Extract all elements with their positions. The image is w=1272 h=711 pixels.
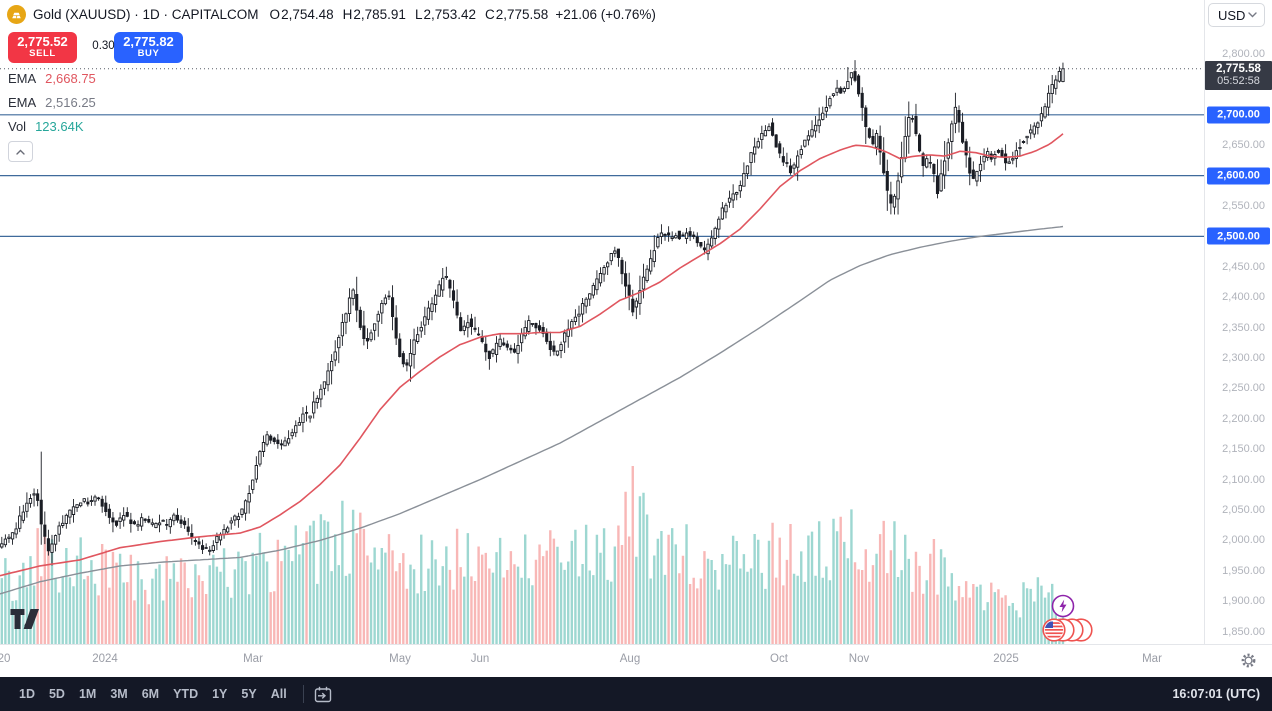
indicator-label: Vol xyxy=(8,119,27,134)
high-label: H xyxy=(342,7,353,22)
buy-button[interactable]: 2,775.82 BUY xyxy=(114,32,183,63)
range-button-3m[interactable]: 3M xyxy=(110,687,128,701)
price-axis-label: 1,950.00 xyxy=(1222,564,1265,577)
up-candles xyxy=(0,68,1065,553)
go-to-date-button[interactable] xyxy=(313,685,333,704)
symbol-title[interactable]: Gold (XAUUSD) · 1D · CAPITALCOM xyxy=(33,7,259,22)
candle-countdown: 05:52:58 xyxy=(1217,75,1260,87)
time-axis-label: Mar xyxy=(243,653,263,665)
current-price-value: 2,775.58 xyxy=(1216,63,1261,75)
high-value: 2,785.91 xyxy=(353,7,406,22)
date-range-buttons: 1D 5D 1M 3M 6M YTD 1Y 5Y All xyxy=(12,683,294,705)
event-lightning-icon[interactable] xyxy=(1051,594,1075,623)
legend-collapse-button[interactable] xyxy=(8,141,33,162)
candle-wicks xyxy=(1,60,1064,566)
range-button-all[interactable]: All xyxy=(270,687,287,701)
price-axis-label: 2,000.00 xyxy=(1222,534,1265,547)
range-button-5y[interactable]: 5Y xyxy=(241,687,257,701)
range-button-1m[interactable]: 1M xyxy=(78,687,97,701)
indicator-ema-fast[interactable]: EMA 2,668.75 xyxy=(8,71,96,86)
time-axis-label: Jun xyxy=(470,653,490,665)
ohlc-values: O 2,754.48 H 2,785.91 L 2,753.42 C 2,775.58 xyxy=(270,7,549,22)
sell-label: SELL xyxy=(29,48,56,60)
chevron-up-icon xyxy=(16,149,25,155)
time-axis-label: May xyxy=(389,653,411,665)
range-button-ytd[interactable]: YTD xyxy=(173,687,199,701)
sell-button[interactable]: 2,775.52 SELL xyxy=(8,32,77,63)
down-candles xyxy=(36,71,1008,552)
currency-selector[interactable]: USD xyxy=(1208,3,1265,27)
low-label: L xyxy=(414,7,423,22)
ema-fast-line[interactable] xyxy=(0,133,1064,577)
indicator-ema-slow[interactable]: EMA 2,516.25 xyxy=(8,95,96,110)
buy-label: BUY xyxy=(137,48,160,60)
price-axis-label: 2,650.00 xyxy=(1222,139,1265,152)
server-clock[interactable]: 16:07:01 (UTC) xyxy=(1172,687,1260,701)
price-level-label[interactable]: 2,500.00 xyxy=(1207,227,1270,245)
spread-value: 0.30 xyxy=(92,40,115,52)
range-button-6m[interactable]: 6M xyxy=(141,687,160,701)
toolbar-divider xyxy=(302,685,304,703)
sell-price: 2,775.52 xyxy=(17,34,68,50)
price-axis-label: 1,850.00 xyxy=(1222,625,1265,638)
calendar-icon xyxy=(314,686,331,702)
bottom-toolbar: 1D 5D 1M 3M 6M YTD 1Y 5Y All 16:07:01 (UTC) xyxy=(0,677,1272,711)
range-button-5d[interactable]: 5D xyxy=(48,687,65,701)
range-button-1d[interactable]: 1D xyxy=(19,687,35,701)
price-axis-label: 2,200.00 xyxy=(1222,412,1265,425)
close-value: 2,775.58 xyxy=(495,7,549,22)
price-axis-label: 2,550.00 xyxy=(1222,200,1265,212)
price-axis-label: 2,150.00 xyxy=(1222,443,1265,456)
low-value: 2,753.42 xyxy=(423,7,477,22)
price-axis-label: 2,800.00 xyxy=(1222,48,1265,60)
buy-price: 2,775.82 xyxy=(123,34,174,50)
price-chart-canvas[interactable] xyxy=(0,0,1205,645)
time-axis-label: 2024 xyxy=(92,653,118,665)
change-value: +21.06 (+0.76%) xyxy=(555,7,656,22)
price-axis-label: 2,400.00 xyxy=(1222,291,1265,304)
currency-value: USD xyxy=(1218,7,1246,23)
time-axis[interactable]: 20 2024 Mar May Jun Aug Oct Nov 2025 Mar xyxy=(0,644,1272,677)
price-axis-label: 2,450.00 xyxy=(1222,260,1265,273)
indicator-label: EMA xyxy=(8,95,37,110)
time-axis-label: 2025 xyxy=(993,653,1019,665)
gold-coin-icon xyxy=(7,5,26,24)
price-level-label[interactable]: 2,700.00 xyxy=(1207,106,1270,124)
close-label: C xyxy=(485,7,495,22)
time-axis-label: Nov xyxy=(848,653,870,665)
chevron-down-icon xyxy=(1248,12,1257,18)
price-axis[interactable]: 2,775.58 05:52:58 2,800.00 2,700.00 2,650.… xyxy=(1204,0,1272,645)
price-axis-label: 2,300.00 xyxy=(1222,352,1265,364)
event-economic-flags-icon[interactable] xyxy=(1042,617,1098,648)
price-axis-label: 2,100.00 xyxy=(1222,473,1265,486)
settings-gear-icon[interactable] xyxy=(1240,652,1257,674)
price-axis-label: 2,050.00 xyxy=(1222,504,1265,516)
indicator-value: 123.64K xyxy=(35,119,84,134)
range-button-1y[interactable]: 1Y xyxy=(212,687,228,701)
indicator-label: EMA xyxy=(8,71,37,86)
current-price-label: 2,775.58 05:52:58 xyxy=(1205,61,1272,90)
time-axis-label: Aug xyxy=(619,653,641,665)
chart-pane: Gold (XAUUSD) · 1D · CAPITALCOM O 2,754.4… xyxy=(0,0,1205,648)
price-axis-label: 1,900.00 xyxy=(1222,595,1265,608)
ema-slow-line[interactable] xyxy=(0,225,1064,595)
open-label: O xyxy=(269,7,281,22)
price-level-label[interactable]: 2,600.00 xyxy=(1207,167,1270,185)
symbol-header: Gold (XAUUSD) · 1D · CAPITALCOM O 2,754.4… xyxy=(7,5,656,24)
indicator-value: 2,668.75 xyxy=(45,71,96,86)
volume-bars-up xyxy=(0,492,1065,645)
trade-buttons: 2,775.52 SELL 0.30 2,775.82 BUY xyxy=(8,32,183,63)
indicator-volume[interactable]: Vol 123.64K xyxy=(8,119,84,134)
time-axis-label: Oct xyxy=(770,653,788,665)
time-axis-label: Mar xyxy=(1142,653,1162,665)
volume-bars-down xyxy=(36,466,1007,645)
open-value: 2,754.48 xyxy=(281,7,334,22)
price-axis-label: 2,250.00 xyxy=(1222,382,1265,395)
time-axis-label: 20 xyxy=(0,653,11,665)
price-axis-label: 2,350.00 xyxy=(1222,321,1265,334)
tradingview-logo[interactable] xyxy=(10,608,40,635)
indicator-value: 2,516.25 xyxy=(45,95,96,110)
